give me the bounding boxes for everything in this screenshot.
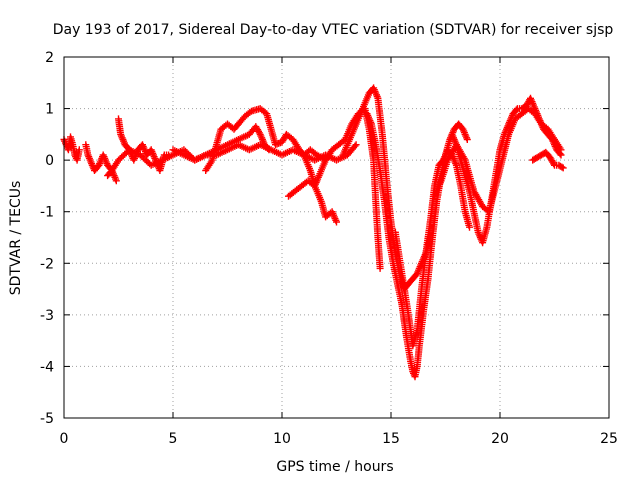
y-tick-label: 2 (45, 50, 54, 66)
x-tick-label: 10 (273, 431, 291, 447)
data-point-marker (466, 223, 473, 231)
data-point-marker (463, 136, 471, 143)
data-point-marker (351, 142, 359, 150)
y-tick-label: -2 (40, 256, 54, 272)
x-tick-label: 15 (382, 431, 400, 447)
x-tick-label: 5 (169, 431, 178, 447)
data-point-marker (512, 106, 520, 114)
data-point-marker (333, 218, 340, 226)
x-axis-label: GPS time / hours (276, 459, 393, 475)
x-tick-label: 25 (600, 431, 618, 447)
plot-frame (63, 56, 610, 419)
data-point-marker (550, 160, 558, 168)
x-tick-label: 0 (60, 431, 69, 447)
data-point-marker (559, 164, 567, 172)
y-tick-label: 1 (45, 102, 54, 118)
data-point-marker (255, 129, 263, 137)
chart-title: Day 193 of 2017, Sidereal Day-to-day VTE… (53, 22, 614, 38)
data-point-marker (376, 264, 384, 272)
data-point-marker (112, 177, 120, 185)
y-tick-label: -1 (40, 205, 54, 221)
data-point-marker (558, 163, 566, 171)
y-axis-label: SDTVAR / TECUs (8, 181, 24, 296)
y-tick-label: 0 (45, 153, 54, 169)
axis-ticks (63, 56, 610, 419)
tick-labels: 0 5 10 15 20 25 -5 -4 -3 -2 -1 0 1 2 (40, 50, 618, 447)
x-tick-label: 20 (491, 431, 509, 447)
y-tick-label: -3 (40, 308, 54, 324)
data-markers (60, 84, 567, 381)
y-tick-label: -5 (40, 411, 54, 427)
data-point-marker (75, 146, 83, 154)
y-tick-label: -4 (40, 359, 54, 375)
data-point-marker (557, 146, 565, 154)
data-point-marker (352, 141, 360, 149)
